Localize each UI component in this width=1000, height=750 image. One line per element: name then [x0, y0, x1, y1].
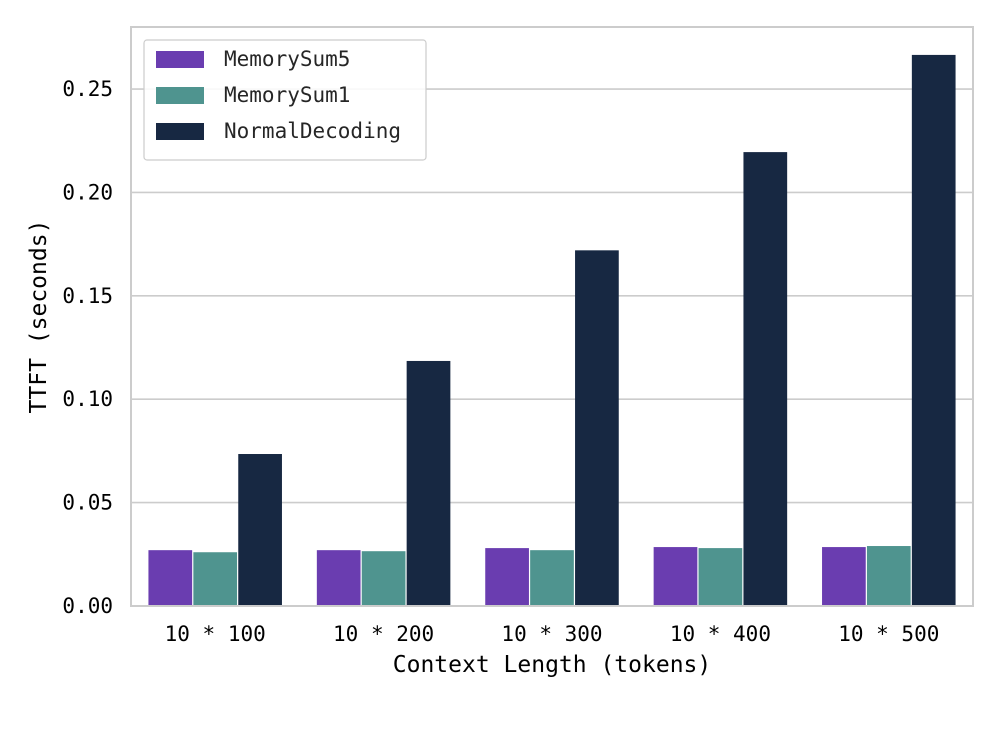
bar-memorysum5-4: [653, 547, 698, 606]
y-axis-label: TTFT (seconds): [26, 220, 52, 414]
bars: [148, 54, 956, 607]
legend: MemorySum5 MemorySum1 NormalDecoding: [143, 39, 427, 161]
bar-memorysum1-4: [698, 548, 743, 606]
x-tick-label: 10 * 400: [670, 622, 771, 646]
legend-swatch-memorysum1: [156, 87, 204, 104]
bar-memorysum5-5: [822, 547, 866, 606]
bar-memorysum1-2: [361, 551, 406, 606]
legend-swatch-memorysum5: [156, 51, 204, 68]
y-tick-label: 0.20: [62, 180, 113, 204]
y-tick-label: 0.25: [62, 77, 113, 101]
legend-label-memorysum5: MemorySum5: [224, 47, 350, 71]
bar-normaldecoding-3: [575, 250, 619, 607]
legend-swatch-normaldecoding: [156, 123, 204, 140]
bar-normaldecoding-1: [238, 454, 282, 606]
bar-normaldecoding-5: [911, 54, 956, 606]
x-axis-label: Context Length (tokens): [393, 652, 712, 678]
plot-frame: [130, 26, 974, 607]
bar-memorysum1-3: [530, 550, 574, 606]
legend-label-normaldecoding: NormalDecoding: [224, 119, 401, 143]
x-tick-labels: 10 * 100 10 * 200 10 * 300 10 * 400 10 * 500: [165, 622, 940, 646]
x-tick-label: 10 * 300: [501, 622, 602, 646]
bar-normaldecoding-4: [743, 152, 788, 607]
x-tick-label: 10 * 500: [838, 622, 939, 646]
bar-normaldecoding-2: [406, 360, 451, 606]
y-tick-label: 0.00: [62, 594, 113, 618]
bar-memorysum1-1: [193, 552, 238, 606]
y-tick-label: 0.10: [62, 387, 113, 411]
bar-memorysum1-5: [866, 546, 911, 606]
bar-memorysum5-2: [316, 550, 361, 606]
y-tick-labels: 0.00 0.05 0.10 0.15 0.20 0.25: [62, 77, 113, 618]
bar-memorysum5-1: [148, 550, 193, 606]
bar-memorysum5-3: [485, 548, 529, 606]
legend-box: [143, 39, 427, 161]
y-tick-label: 0.05: [62, 491, 113, 515]
x-tick-label: 10 * 100: [165, 622, 266, 646]
legend-label-memorysum1: MemorySum1: [224, 83, 350, 107]
x-tick-label: 10 * 200: [333, 622, 434, 646]
y-tick-label: 0.15: [62, 284, 113, 308]
